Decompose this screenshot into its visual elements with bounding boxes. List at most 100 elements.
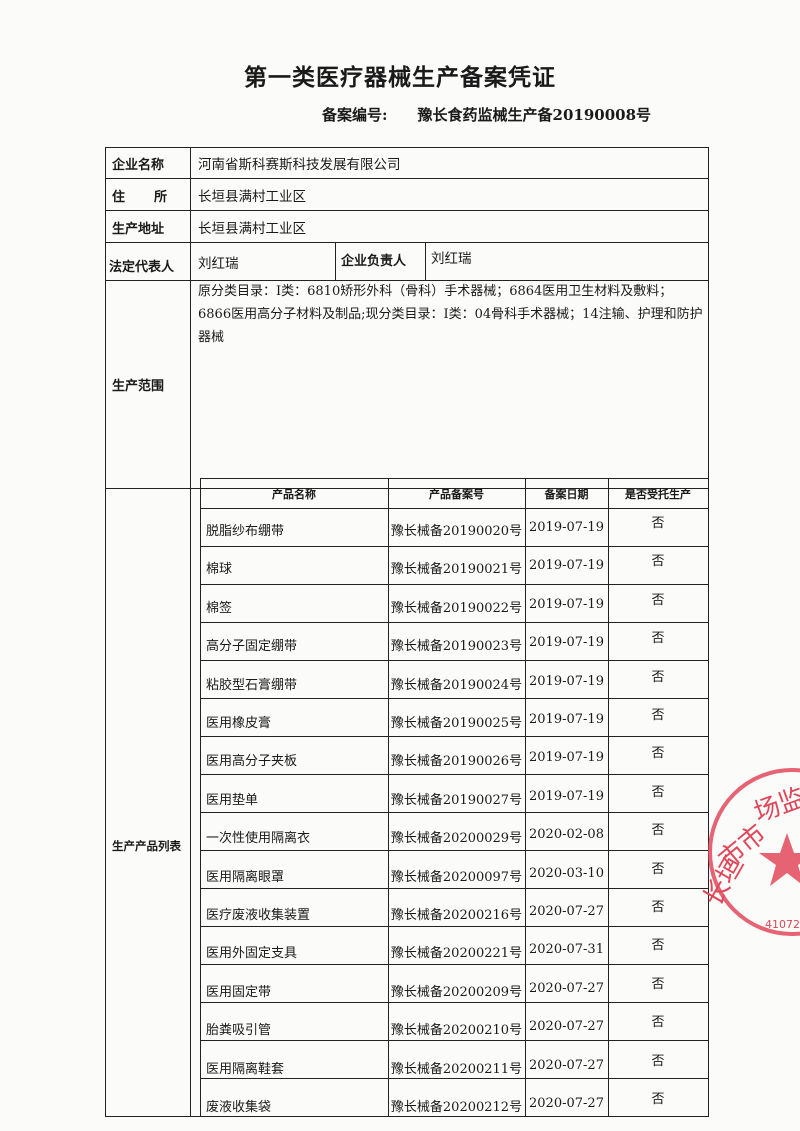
- record-number-cell: 豫长械备20190020号: [390, 524, 523, 539]
- document-title: 第一类医疗器械生产备案凭证: [244, 64, 556, 91]
- row-divider: [200, 1078, 708, 1079]
- product-name: 医用隔离眼罩: [206, 869, 285, 885]
- column-divider: [200, 478, 201, 1116]
- record-number-cell: 豫长械备20200221号: [390, 946, 523, 962]
- record-number-cell: 豫长械备20190021号: [390, 562, 523, 578]
- record-number-cell: 豫长械备20190022号: [390, 600, 523, 616]
- entrusted-flag: 否: [651, 976, 665, 992]
- row-divider: [200, 850, 708, 851]
- scope-value: 原分类目录：Ⅰ类：6810矫形外科（骨科）手术器械；6864医用卫生材料及敷料；…: [198, 284, 703, 345]
- entrusted-flag: 否: [651, 669, 665, 685]
- entrusted-flag: 否: [651, 516, 665, 531]
- table-row: 脱脂纱布绷带 豫长械备20190020号 2019-07-19 否: [200, 508, 708, 546]
- table-row: 棉签 豫长械备20190022号 2019-07-19 否: [200, 584, 708, 622]
- company-value: 河南省斯科赛斯科技发展有限公司: [198, 157, 401, 173]
- column-divider: [525, 478, 526, 1116]
- record-date: 2020-07-27: [529, 1096, 604, 1111]
- record-number-cell: 豫长械备20200097号: [390, 869, 523, 885]
- entrusted-flag: 否: [651, 900, 665, 915]
- column-header: 产品名称: [272, 488, 316, 501]
- table-row: 粘胶型石膏绷带 豫长械备20190024号 2019-07-19 否: [200, 660, 708, 698]
- table-row: 胎粪吸引管 豫长械备20200210号 2020-07-27 否: [200, 1002, 708, 1040]
- row-divider: [200, 478, 708, 479]
- record-number-line: 备案编号: 豫长食药监械生产备20190008号: [322, 104, 651, 125]
- row-divider: [200, 1040, 708, 1041]
- record-number-cell: 豫长械备20200216号: [390, 908, 523, 923]
- entrusted-flag: 否: [651, 784, 665, 800]
- record-number-cell: 豫长械备20190026号: [390, 754, 523, 770]
- product-name: 医用隔离鞋套: [206, 1061, 285, 1077]
- table-row: 高分子固定绷带 豫长械备20190023号 2019-07-19 否: [200, 622, 708, 660]
- column-divider: [708, 478, 709, 1116]
- production-address-label: 生产地址: [112, 222, 165, 237]
- record-date: 2019-07-19: [529, 596, 604, 612]
- record-number-cell: 豫长械备20200212号: [390, 1100, 523, 1115]
- record-date: 2020-07-27: [529, 904, 604, 919]
- svg-text:场监: 场监: [750, 783, 800, 829]
- official-seal-stamp: 长垣 市市 场监 41072: [700, 768, 800, 936]
- row-divider: [200, 660, 708, 661]
- column-header: 备案日期: [544, 488, 589, 501]
- principal-label: 企业负责人: [341, 254, 407, 269]
- table-row: 医用橡皮膏 豫长械备20190025号 2019-07-19 否: [200, 698, 708, 736]
- record-date: 2020-03-10: [529, 865, 604, 881]
- production-address-value: 长垣县满村工业区: [198, 221, 306, 237]
- table-row: 棉球 豫长械备20190021号 2019-07-19 否: [200, 546, 708, 584]
- record-date: 2019-07-19: [529, 788, 604, 804]
- address-value: 长垣县满村工业区: [198, 189, 306, 205]
- record-date: 2019-07-19: [529, 712, 604, 727]
- table-row: 医用外固定支具 豫长械备20200221号 2020-07-31 否: [200, 926, 708, 964]
- entrusted-flag: 否: [651, 861, 665, 877]
- column-header: 是否受托生产: [625, 488, 691, 501]
- row-divider: [200, 964, 708, 965]
- column-divider: [608, 478, 609, 1116]
- product-name: 高分子固定绷带: [206, 639, 298, 655]
- table-row: 一次性使用隔离衣 豫长械备20200029号 2020-02-08 否: [200, 812, 708, 850]
- record-date: 2019-07-19: [529, 750, 604, 766]
- row-divider: [200, 1116, 708, 1117]
- row-divider: [200, 888, 708, 889]
- row-divider: [200, 1002, 708, 1003]
- table-row: 医用隔离鞋套 豫长械备20200211号 2020-07-27 否: [200, 1040, 708, 1078]
- row-divider: [200, 698, 708, 699]
- entrusted-flag: 否: [651, 554, 665, 570]
- record-number-cell: 豫长械备20200209号: [390, 984, 523, 1000]
- record-date: 2020-07-31: [529, 942, 604, 958]
- company-label: 企业名称: [112, 158, 165, 173]
- entrusted-flag: 否: [651, 708, 665, 723]
- product-name: 废液收集袋: [206, 1100, 272, 1115]
- table-row: 医用高分子夹板 豫长械备20190026号 2019-07-19 否: [200, 736, 708, 774]
- record-number-cell: 豫长械备20200210号: [390, 1023, 523, 1039]
- product-name: 胎粪吸引管: [206, 1023, 272, 1039]
- record-number-cell: 豫长械备20190025号: [390, 716, 523, 731]
- row-divider: [200, 736, 708, 737]
- product-name: 一次性使用隔离衣: [206, 831, 311, 847]
- row-divider: [200, 774, 708, 775]
- entrusted-flag: 否: [651, 746, 665, 762]
- principal-value: 刘红瑞: [431, 251, 472, 267]
- record-number-cell: 豫长械备20200029号: [390, 831, 523, 847]
- table-row: 废液收集袋 豫长械备20200212号 2020-07-27 否: [200, 1078, 708, 1116]
- entrusted-flag: 否: [651, 592, 665, 608]
- table-row: 医用垫单 豫长械备20190027号 2019-07-19 否: [200, 774, 708, 812]
- product-name: 脱脂纱布绷带: [206, 524, 285, 539]
- product-name: 棉签: [206, 600, 233, 616]
- product-name: 医用高分子夹板: [206, 754, 298, 770]
- record-date: 2019-07-19: [529, 673, 604, 689]
- record-date: 2020-02-08: [529, 827, 604, 843]
- products-label: 生产产品列表: [112, 839, 181, 853]
- column-divider: [388, 478, 389, 1116]
- row-divider: [200, 546, 708, 547]
- record-date: 2019-07-19: [529, 558, 604, 574]
- scope-label: 生产范围: [112, 379, 165, 394]
- product-name: 医疗废液收集装置: [206, 908, 311, 923]
- entrusted-flag: 否: [651, 1092, 665, 1107]
- row-divider: [200, 812, 708, 813]
- record-number-cell: 豫长械备20190023号: [390, 639, 523, 655]
- product-name: 医用外固定支具: [206, 946, 298, 962]
- product-name: 医用固定带: [206, 984, 272, 1000]
- product-name: 棉球: [206, 562, 233, 578]
- row-divider: [200, 508, 708, 509]
- product-name: 医用垫单: [206, 792, 259, 808]
